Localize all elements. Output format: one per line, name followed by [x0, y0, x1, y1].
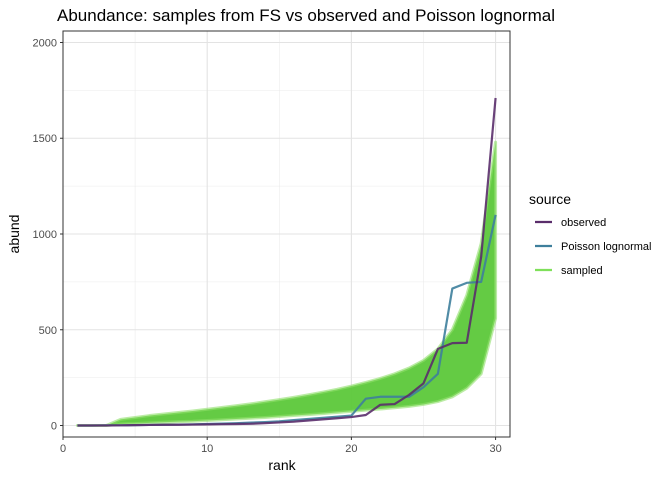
x-axis: 0 10 20 30: [60, 437, 502, 455]
y-tick-label: 2000: [33, 37, 57, 49]
series-lines: [77, 97, 497, 427]
chart-title: Abundance: samples from FS vs observed a…: [57, 6, 555, 25]
legend: source observed Poisson lognormal sampled: [529, 191, 652, 277]
x-axis-title: rank: [268, 457, 296, 473]
legend-title: source: [529, 191, 571, 207]
y-axis: 0 500 1000 1500 2000: [33, 37, 63, 433]
observed-line: [77, 97, 497, 427]
y-tick-label: 500: [39, 325, 57, 337]
y-tick-label: 0: [51, 421, 57, 433]
y-tick-label: 1000: [33, 229, 57, 241]
x-tick-label: 30: [489, 443, 501, 455]
sampled-band: [75, 140, 498, 428]
sampled-band: [75, 140, 498, 428]
x-tick-label: 10: [201, 443, 213, 455]
x-tick-label: 20: [345, 443, 357, 455]
y-axis-title: abund: [6, 215, 22, 254]
x-tick-label: 0: [60, 443, 66, 455]
legend-label-sampled: sampled: [561, 265, 603, 277]
legend-label-observed: observed: [561, 217, 606, 229]
y-tick-label: 1500: [33, 133, 57, 145]
legend-label-poisson-lognormal: Poisson lognormal: [561, 241, 652, 253]
